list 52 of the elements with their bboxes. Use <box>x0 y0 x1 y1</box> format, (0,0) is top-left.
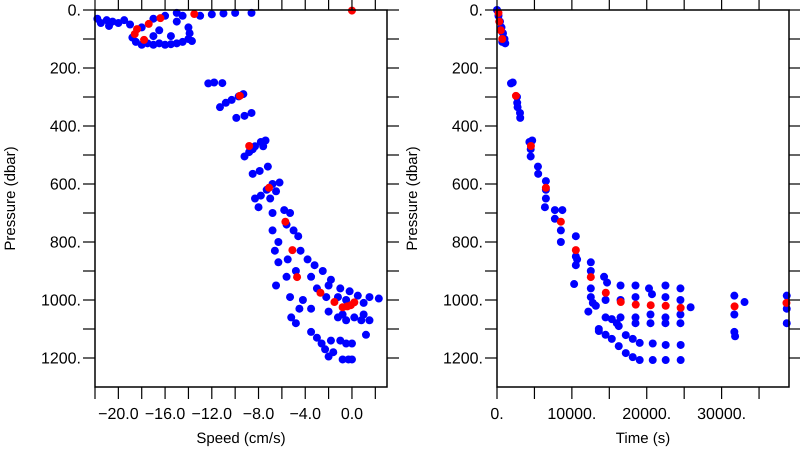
y-tick-label: 400. <box>50 118 81 136</box>
x-axis-title: Speed (cm/s) <box>196 430 286 447</box>
x-axis-title: Time (s) <box>616 430 670 447</box>
point <box>526 142 535 150</box>
point <box>572 246 580 254</box>
point <box>288 246 296 254</box>
y-axis-title: Pressure (dbar) <box>404 146 421 251</box>
point <box>144 20 153 28</box>
x-tick-label: −16.0 <box>144 406 186 423</box>
point <box>190 10 198 18</box>
x-tick-label: 20000. <box>622 406 672 423</box>
point <box>602 288 610 297</box>
point <box>265 184 274 192</box>
x-tick-label: −4.0 <box>289 406 322 423</box>
y-tick-label: 0. <box>68 2 81 20</box>
point <box>156 14 164 22</box>
y-tick-label: 200. <box>452 60 483 78</box>
x-tick-label: −8.0 <box>242 406 274 423</box>
x-tick-label: −20.0 <box>98 406 139 423</box>
point <box>676 304 685 312</box>
y-tick-label: 200. <box>50 60 81 78</box>
point <box>316 288 324 297</box>
y-tick-label: 0. <box>470 2 483 20</box>
point <box>646 301 655 310</box>
point <box>350 298 358 306</box>
point <box>281 218 290 226</box>
x-tick-label: 0.0 <box>340 406 364 423</box>
point <box>130 30 139 38</box>
x-tick-label: 30000. <box>697 406 746 423</box>
point <box>140 36 148 44</box>
point <box>586 273 595 282</box>
point <box>556 218 565 226</box>
point <box>632 300 640 309</box>
point <box>616 298 625 306</box>
point <box>662 302 670 310</box>
y-tick-label: 400. <box>452 118 483 136</box>
point <box>730 302 739 310</box>
y-tick-label: 600. <box>452 176 483 194</box>
point <box>293 273 302 282</box>
y-tick-label: 1200. <box>40 350 81 368</box>
y-tick-label: 1000. <box>442 292 483 310</box>
x-tick-label: 10000. <box>547 406 596 423</box>
point <box>330 298 338 306</box>
y-tick-label: 800. <box>452 234 483 252</box>
y-tick-label: 800. <box>50 234 81 252</box>
y-tick-label: 600. <box>50 176 81 194</box>
y-axis-title: Pressure (dbar) <box>2 146 19 251</box>
x-tick-label: 0. <box>490 406 504 423</box>
point <box>245 142 254 150</box>
y-tick-label: 1000. <box>40 292 81 310</box>
y-tick-label: 1200. <box>442 350 483 368</box>
x-tick-label: −12.0 <box>192 406 232 423</box>
